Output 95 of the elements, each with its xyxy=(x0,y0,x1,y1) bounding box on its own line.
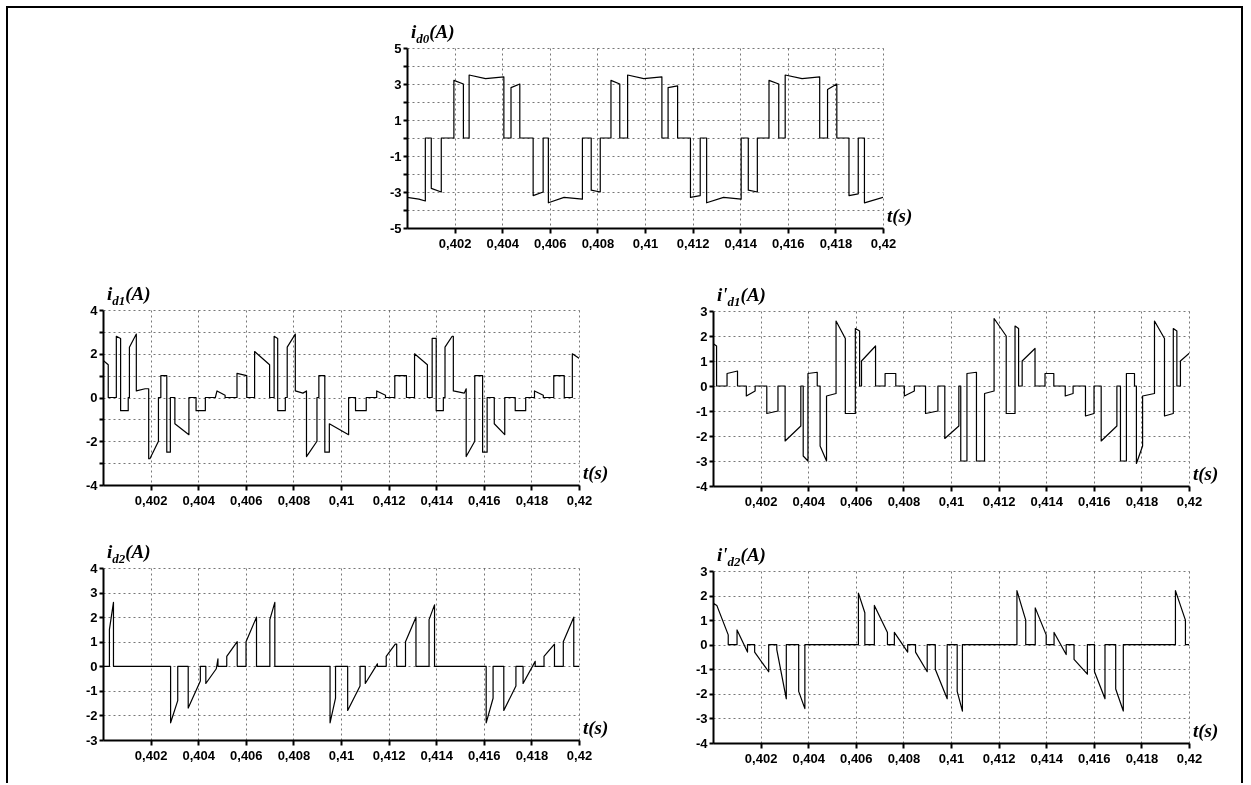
y-tick-label: 1 xyxy=(394,112,402,128)
x-tick-label: 0,412 xyxy=(982,493,1016,509)
x-tick-label: 0,41 xyxy=(328,492,355,508)
x-tick-label: 0,414 xyxy=(724,235,758,251)
x-tick-label: 0,42 xyxy=(870,235,897,251)
x-axis-title: t(s) xyxy=(583,717,609,738)
x-tick-label: 0,402 xyxy=(134,492,168,508)
y-tick-label: -1 xyxy=(389,148,402,164)
x-tick-label: 0,41 xyxy=(938,493,965,509)
x-tick-label: 0,42 xyxy=(566,492,593,508)
y-tick-label: 0 xyxy=(700,378,708,394)
y-axis-title: i$_{d2}$(A) xyxy=(107,541,151,566)
x-tick-label: 0,42 xyxy=(566,747,593,763)
y-tick-label: -5 xyxy=(389,220,402,236)
x-tick-label: 0,416 xyxy=(1078,750,1111,766)
y-tick-label: 2 xyxy=(90,609,98,625)
y-tick-label: 2 xyxy=(90,346,98,362)
x-tick-label: 0,406 xyxy=(230,492,263,508)
x-tick-label: 0,404 xyxy=(182,747,216,763)
x-tick-label: 0,404 xyxy=(486,235,520,251)
y-axis-title: i$_{d1}$(A) xyxy=(107,283,151,308)
x-tick-label: 0,402 xyxy=(438,235,472,251)
x-tick-label: 0,404 xyxy=(792,493,826,509)
y-tick-label: 0 xyxy=(90,658,98,674)
x-tick-label: 0,408 xyxy=(277,492,311,508)
x-tick-label: 0,414 xyxy=(1030,750,1064,766)
x-tick-label: 0,402 xyxy=(744,750,778,766)
y-tick-label: -2 xyxy=(85,433,98,449)
x-tick-label: 0,412 xyxy=(372,747,406,763)
x-tick-label: 0,42 xyxy=(1176,750,1203,766)
y-tick-label: 3 xyxy=(700,303,708,319)
x-tick-label: 0,404 xyxy=(182,492,216,508)
x-tick-label: 0,406 xyxy=(230,747,263,763)
y-tick-label: -4 xyxy=(695,478,709,494)
x-tick-label: 0,404 xyxy=(792,750,826,766)
y-tick-label: -1 xyxy=(695,661,708,677)
y-tick-label: 3 xyxy=(90,585,98,601)
x-tick-label: 0,412 xyxy=(372,492,406,508)
y-tick-label: -2 xyxy=(695,428,708,444)
y-tick-label: -3 xyxy=(389,184,402,200)
x-tick-label: 0,41 xyxy=(328,747,355,763)
y-tick-label: -2 xyxy=(695,686,708,702)
y-tick-label: 5 xyxy=(394,40,402,56)
x-tick-label: 0,418 xyxy=(515,492,549,508)
x-tick-label: 0,418 xyxy=(819,235,853,251)
x-tick-label: 0,408 xyxy=(581,235,615,251)
x-tick-label: 0,41 xyxy=(938,750,965,766)
y-tick-label: -3 xyxy=(695,453,708,469)
y-tick-label: 3 xyxy=(394,76,402,92)
y-axis-title: i'$_{d2}$(A) xyxy=(717,544,766,569)
y-tick-label: -2 xyxy=(85,707,98,723)
y-tick-label: 4 xyxy=(90,560,99,576)
y-tick-label: -4 xyxy=(85,477,99,493)
x-axis-title: t(s) xyxy=(1193,463,1219,484)
x-tick-label: 0,406 xyxy=(840,750,873,766)
x-tick-label: 0,418 xyxy=(515,747,549,763)
y-tick-label: 1 xyxy=(700,353,708,369)
x-tick-label: 0,418 xyxy=(1125,750,1159,766)
y-tick-label: -1 xyxy=(695,403,708,419)
x-tick-label: 0,414 xyxy=(420,747,454,763)
x-tick-label: 0,408 xyxy=(887,493,921,509)
x-tick-label: 0,408 xyxy=(887,750,921,766)
y-tick-label: -4 xyxy=(695,735,709,751)
x-tick-label: 0,406 xyxy=(840,493,873,509)
y-tick-label: 0 xyxy=(90,390,98,405)
x-axis-title: t(s) xyxy=(1193,720,1219,741)
y-tick-label: -1 xyxy=(85,683,98,699)
x-tick-label: 0,406 xyxy=(534,235,567,251)
x-tick-label: 0,418 xyxy=(1125,493,1159,509)
x-tick-label: 0,414 xyxy=(420,492,454,508)
x-tick-label: 0,416 xyxy=(772,235,805,251)
y-tick-label: -3 xyxy=(695,710,708,726)
y-tick-label: -3 xyxy=(85,732,98,748)
y-tick-label: 2 xyxy=(700,328,708,344)
x-axis-title: t(s) xyxy=(887,205,913,226)
x-tick-label: 0,41 xyxy=(632,235,659,251)
y-tick-label: 2 xyxy=(700,588,708,604)
x-tick-label: 0,402 xyxy=(744,493,778,509)
y-tick-label: 3 xyxy=(700,563,708,579)
x-tick-label: 0,408 xyxy=(277,747,311,763)
x-tick-label: 0,42 xyxy=(1176,493,1203,509)
x-tick-label: 0,414 xyxy=(1030,493,1064,509)
y-tick-label: 4 xyxy=(90,302,99,318)
x-axis-title: t(s) xyxy=(583,462,609,483)
x-tick-label: 0,412 xyxy=(676,235,710,251)
x-tick-label: 0,402 xyxy=(134,747,168,763)
y-tick-label: 1 xyxy=(90,634,98,650)
y-tick-label: 1 xyxy=(700,612,708,628)
y-axis-title: i'$_{d1}$(A) xyxy=(717,284,766,309)
x-tick-label: 0,416 xyxy=(468,492,501,508)
y-tick-label: 0 xyxy=(700,637,708,653)
x-tick-label: 0,416 xyxy=(1078,493,1111,509)
y-axis-title: i$_{d0}$(A) xyxy=(411,21,455,46)
x-tick-label: 0,416 xyxy=(468,747,501,763)
x-tick-label: 0,412 xyxy=(982,750,1016,766)
